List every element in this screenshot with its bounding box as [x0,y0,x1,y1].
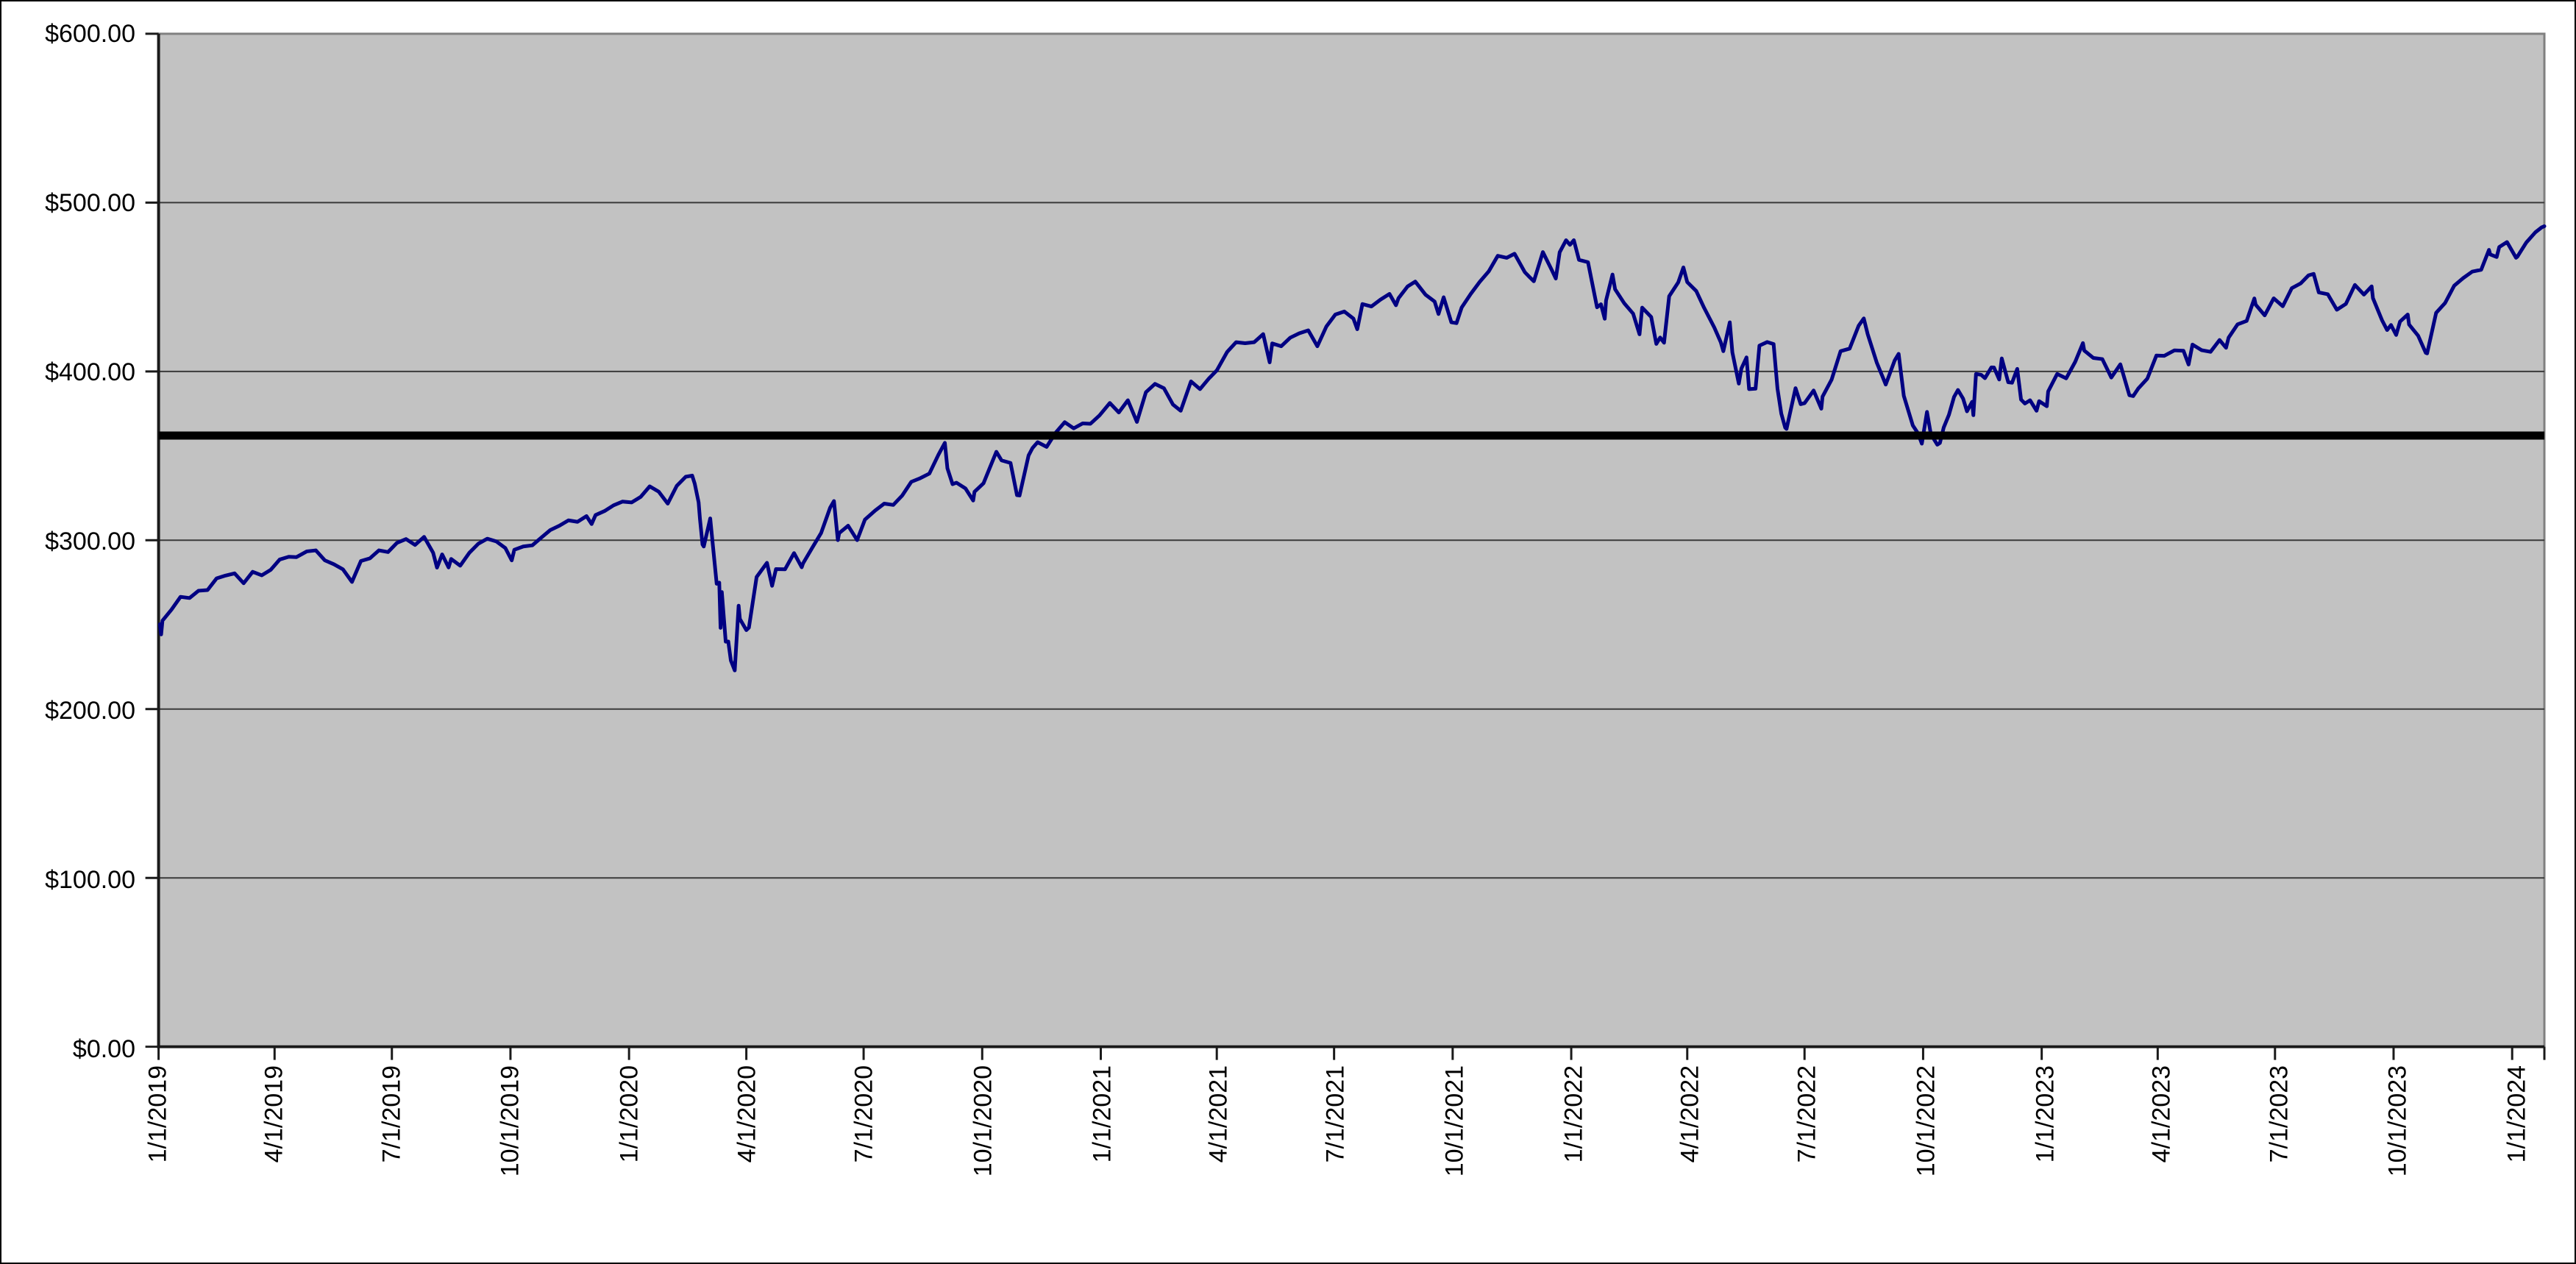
y-axis-label: $200.00 [45,697,135,725]
x-axis-label: 1/1/2021 [1087,1065,1116,1163]
x-axis-label: 7/1/2019 [377,1065,405,1163]
y-axis-label: $400.00 [45,358,135,386]
y-axis-label: $300.00 [45,528,135,555]
x-axis-label: 10/1/2022 [1912,1065,1940,1177]
x-axis-label: 4/1/2019 [260,1065,288,1163]
x-axis-label: 4/1/2020 [732,1065,761,1163]
x-axis-label: 7/1/2023 [2264,1065,2293,1163]
y-axis-label: $100.00 [45,866,135,894]
x-axis-label: 4/1/2022 [1676,1065,1704,1163]
x-axis-label: 10/1/2023 [2383,1065,2412,1177]
x-axis-label: 7/1/2021 [1321,1065,1350,1163]
price-line [157,224,2547,672]
y-axis-label: $500.00 [45,189,135,217]
x-axis-label: 1/1/2022 [1559,1065,1587,1163]
x-axis-label: 1/1/2024 [2502,1065,2531,1163]
x-axis-label: 7/1/2022 [1793,1065,1821,1163]
x-axis-label: 1/1/2019 [143,1065,171,1163]
x-axis-label: 10/1/2020 [969,1065,997,1177]
y-axis-label: $600.00 [45,20,135,48]
x-axis-label: 10/1/2021 [1440,1065,1469,1177]
x-axis-label: 4/1/2023 [2147,1065,2176,1163]
x-axis-label: 7/1/2020 [850,1065,878,1163]
x-axis-label: 1/1/2020 [615,1065,644,1163]
x-axis-label: 1/1/2023 [2031,1065,2060,1163]
x-axis-label: 10/1/2019 [496,1065,524,1177]
y-axis-label: $0.00 [72,1035,135,1063]
x-axis-label: 4/1/2021 [1203,1065,1232,1163]
